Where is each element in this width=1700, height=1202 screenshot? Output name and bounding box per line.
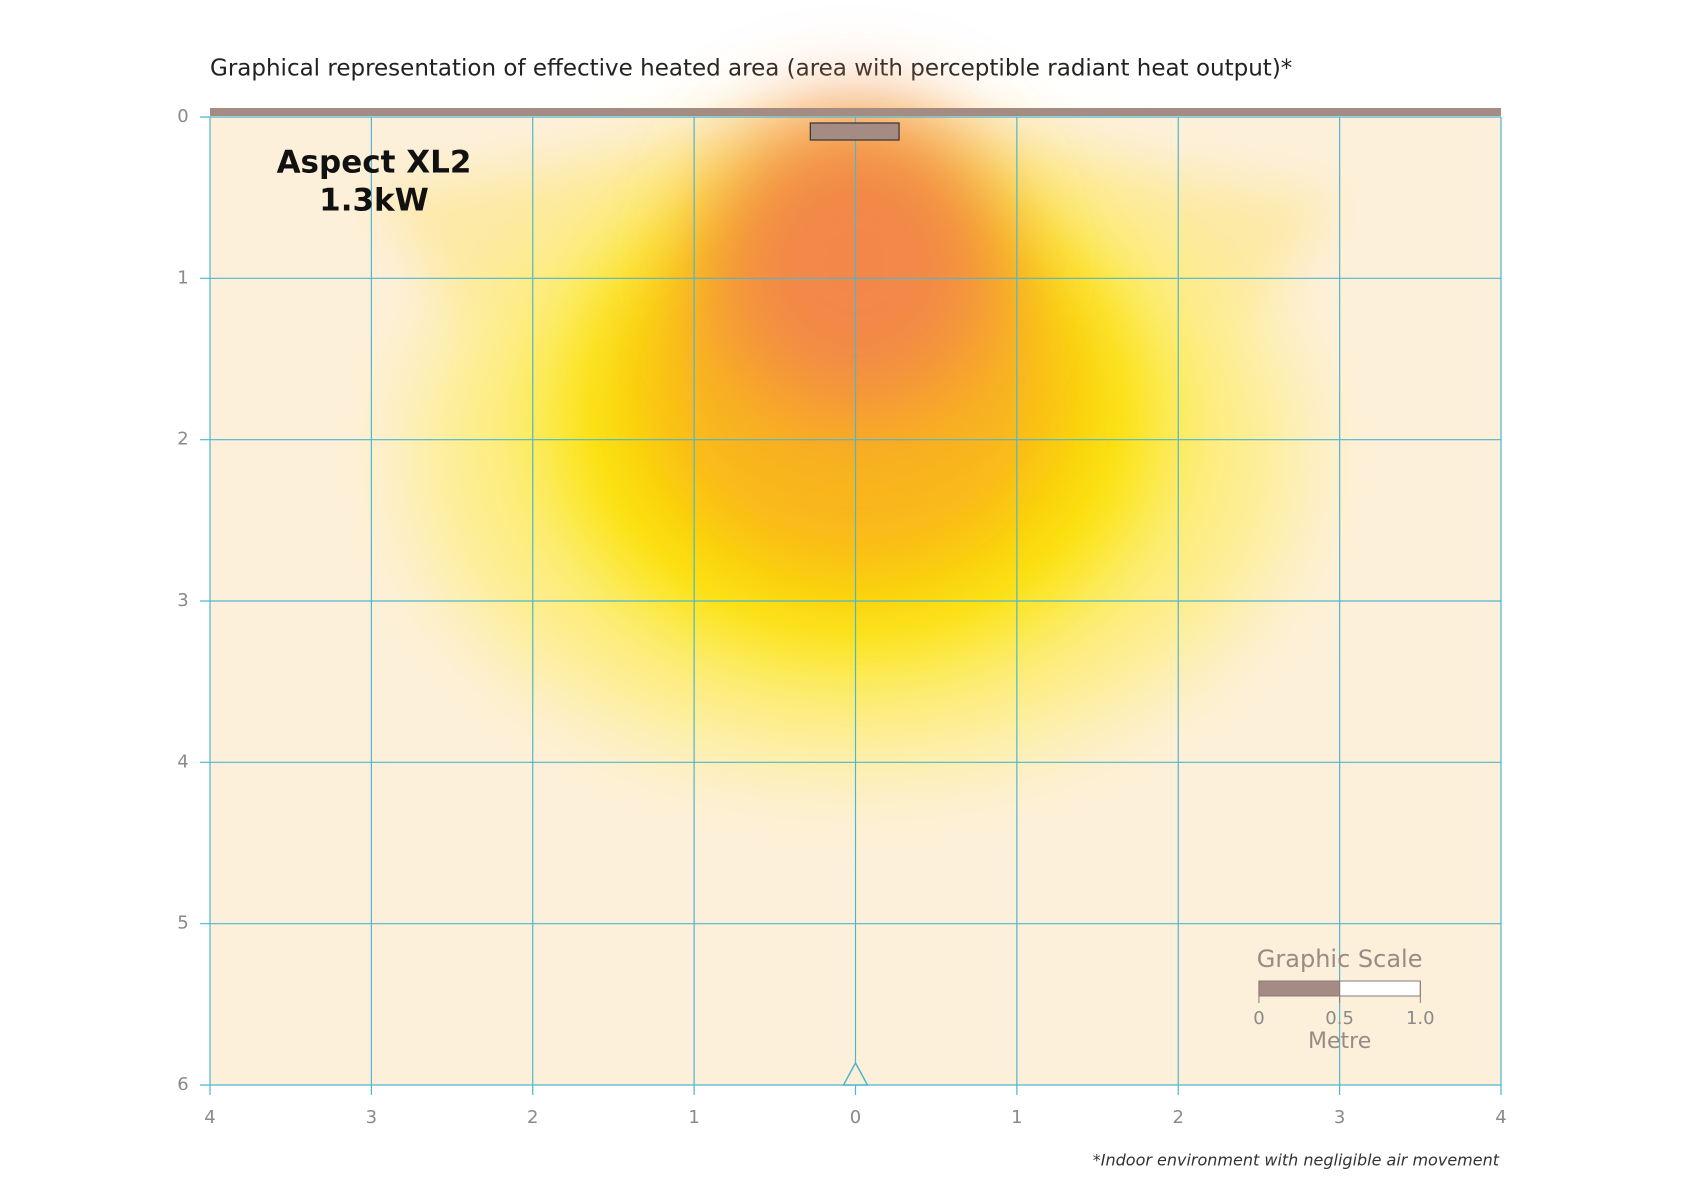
scale-tick-label: 0 (1253, 1008, 1264, 1029)
x-tick-label: 3 (366, 1107, 377, 1128)
y-tick-label: 1 (177, 267, 188, 288)
x-tick-label: 3 (1334, 1107, 1345, 1128)
footnote: *Indoor environment with negligible air … (1093, 1151, 1500, 1170)
chart-title: Graphical representation of effective he… (210, 56, 1292, 82)
scale-unit: Metre (1308, 1029, 1371, 1054)
y-tick-label: 6 (177, 1074, 188, 1095)
product-name: Aspect XL2 (277, 145, 472, 181)
x-tick-label: 4 (204, 1107, 215, 1128)
x-tick-label: 1 (1011, 1107, 1022, 1128)
scale-title: Graphic Scale (1257, 945, 1423, 973)
heater (809, 122, 900, 141)
y-tick-label: 5 (177, 913, 188, 934)
scale-tick-label: 1.0 (1406, 1008, 1435, 1029)
product-power: 1.3kW (319, 183, 429, 219)
y-tick-label: 3 (177, 590, 188, 611)
wall (210, 108, 1501, 116)
scale-bar-light (1339, 980, 1421, 997)
x-tick-label: 0 (850, 1107, 861, 1128)
y-tick-label: 4 (177, 751, 188, 772)
scale-tick-label: 0.5 (1325, 1008, 1354, 1029)
y-tick-label: 2 (177, 429, 188, 450)
x-tick-label: 2 (527, 1107, 538, 1128)
x-tick-label: 2 (1173, 1107, 1184, 1128)
viewer-marker (842, 1061, 869, 1086)
x-tick-label: 1 (688, 1107, 699, 1128)
scale-bar-dark (1258, 980, 1341, 997)
x-tick-label: 4 (1495, 1107, 1506, 1128)
y-tick-label: 0 (177, 106, 188, 127)
